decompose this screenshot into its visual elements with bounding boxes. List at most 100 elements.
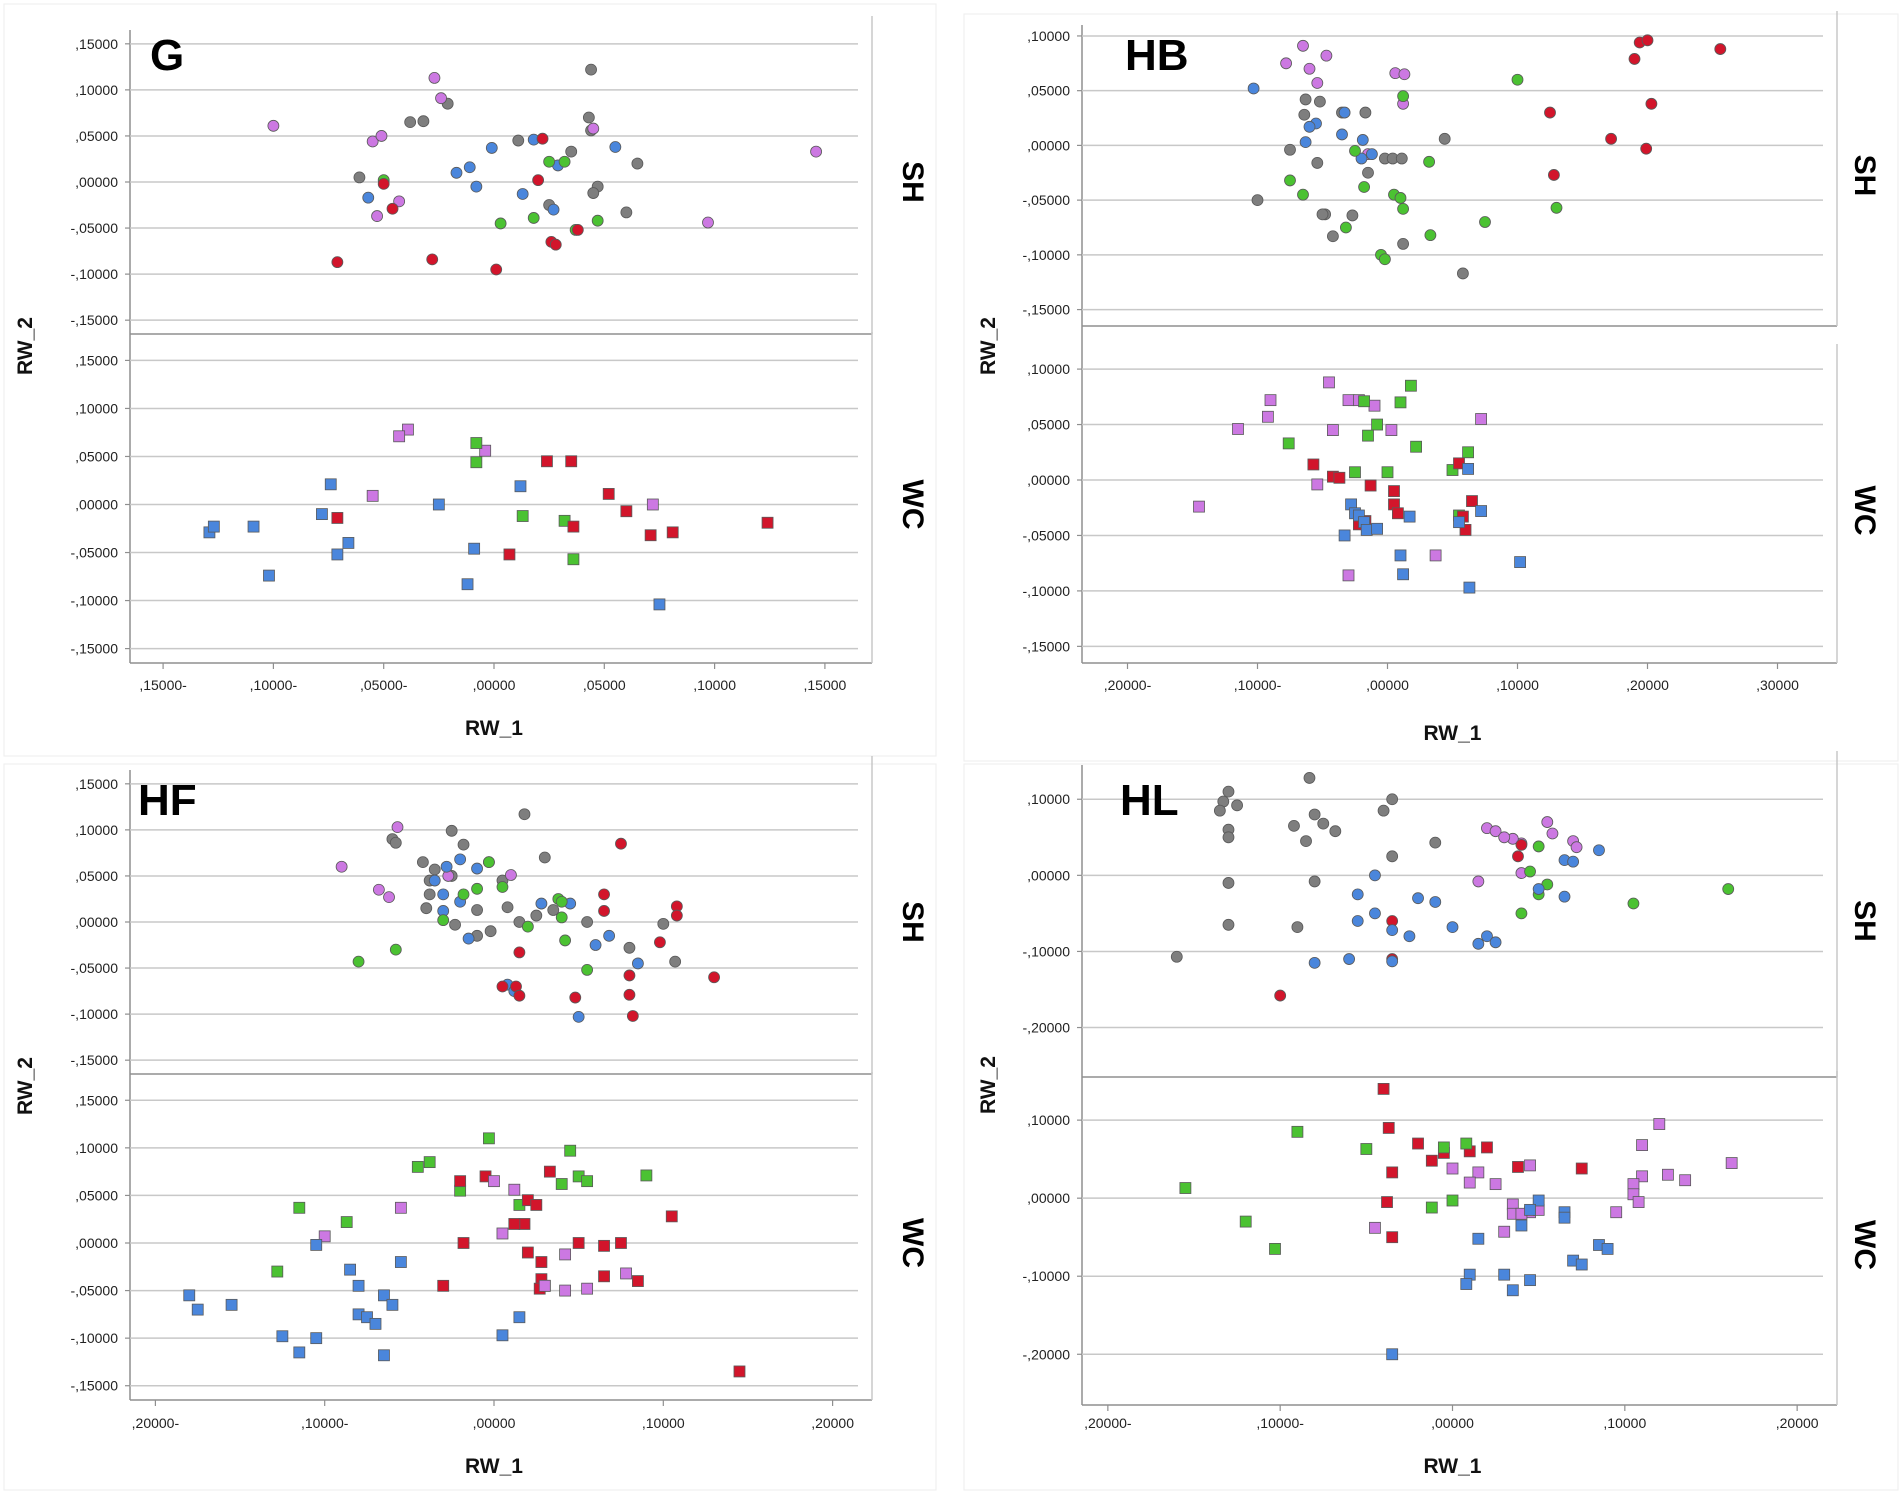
point-grey-circle bbox=[1317, 817, 1330, 830]
point-red-circle bbox=[569, 991, 582, 1004]
point-blue-circle bbox=[450, 166, 463, 179]
point-purple-square bbox=[1342, 394, 1355, 407]
point-grey-circle bbox=[1222, 877, 1235, 889]
x-tick-label: ,20000- bbox=[1084, 1415, 1132, 1431]
point-blue-square bbox=[1524, 1274, 1536, 1287]
point-grey-circle bbox=[1359, 106, 1372, 119]
point-blue-circle bbox=[1403, 930, 1416, 943]
y-tick-label: -,10000 bbox=[1023, 1268, 1071, 1284]
point-red-circle bbox=[1512, 850, 1524, 863]
point-green-square bbox=[1425, 1201, 1438, 1214]
point-red-circle bbox=[1641, 34, 1654, 47]
point-purple-square bbox=[1524, 1159, 1536, 1172]
point-green-circle bbox=[591, 214, 604, 227]
point-purple-square bbox=[1725, 1157, 1738, 1169]
point-purple-circle bbox=[372, 883, 385, 896]
point-grey-circle bbox=[1213, 804, 1226, 817]
point-grey-circle bbox=[1386, 793, 1399, 806]
point-purple-square bbox=[1489, 1178, 1502, 1191]
point-green-circle bbox=[1532, 840, 1545, 853]
point-purple-circle bbox=[1498, 831, 1511, 844]
point-green-circle bbox=[1550, 201, 1563, 214]
point-purple-circle bbox=[810, 145, 822, 158]
row-label-sh: SH bbox=[896, 901, 929, 943]
point-blue-square bbox=[1601, 1243, 1614, 1255]
point-purple-circle bbox=[375, 130, 388, 142]
point-grey-circle bbox=[518, 808, 531, 821]
point-purple-circle bbox=[1303, 62, 1316, 75]
point-purple-square bbox=[620, 1267, 632, 1280]
y-tick-label: ,15000 bbox=[75, 776, 118, 792]
point-blue-circle bbox=[471, 862, 483, 875]
point-blue-square bbox=[310, 1332, 323, 1345]
y-tick-label: -,10000 bbox=[71, 1006, 119, 1022]
point-blue-square bbox=[263, 569, 275, 582]
point-red-square bbox=[530, 1199, 543, 1211]
point-blue-square bbox=[386, 1298, 399, 1311]
y-tick-label: -,10000 bbox=[71, 266, 119, 282]
point-red-square bbox=[541, 455, 553, 468]
point-purple-square bbox=[1636, 1139, 1648, 1151]
y-tick-label: ,10000 bbox=[75, 82, 118, 98]
point-purple-circle bbox=[1546, 827, 1559, 840]
point-blue-circle bbox=[1412, 892, 1424, 905]
point-green-circle bbox=[457, 888, 470, 901]
point-purple-circle bbox=[335, 860, 348, 873]
point-grey-circle bbox=[417, 115, 430, 128]
point-red-square bbox=[331, 512, 344, 524]
point-red-square bbox=[598, 1270, 610, 1283]
point-green-square bbox=[1410, 440, 1422, 453]
point-green-square bbox=[470, 437, 483, 449]
chart-panel-border bbox=[963, 13, 1899, 762]
y-tick-label: -,15000 bbox=[71, 1378, 119, 1394]
point-red-circle bbox=[623, 969, 636, 982]
point-green-circle bbox=[1397, 90, 1409, 103]
point-red-square bbox=[521, 1246, 534, 1259]
point-red-circle bbox=[1714, 43, 1727, 55]
x-axis-title: RW_1 bbox=[1424, 1455, 1482, 1478]
point-grey-circle bbox=[1429, 836, 1442, 849]
point-grey-circle bbox=[1377, 804, 1390, 817]
row-label-wc: WC bbox=[1848, 486, 1881, 536]
point-blue-circle bbox=[535, 897, 548, 910]
row-sh: ,15000 ,10000 ,05000 ,00000 -,05000 -,10000 -,… bbox=[71, 16, 929, 335]
point-red-square bbox=[632, 1275, 644, 1287]
point-red-circle bbox=[670, 909, 683, 922]
point-grey-circle bbox=[582, 111, 595, 124]
point-green-square bbox=[564, 1144, 577, 1157]
y-tick-label: -,05000 bbox=[71, 220, 119, 236]
point-blue-square bbox=[191, 1303, 204, 1316]
point-green-circle bbox=[1284, 174, 1296, 187]
point-red-circle bbox=[426, 253, 439, 266]
point-red-square bbox=[1466, 495, 1478, 507]
point-red-square bbox=[1392, 507, 1404, 520]
point-blue-square bbox=[496, 1329, 509, 1342]
point-blue-square bbox=[1475, 505, 1487, 517]
x-tick-label: ,05000- bbox=[360, 677, 408, 693]
point-red-square bbox=[666, 526, 679, 539]
point-purple-square bbox=[393, 430, 406, 443]
point-red-square bbox=[1425, 1154, 1438, 1167]
row-label-wc: WC bbox=[896, 1218, 929, 1268]
y-tick-label: -,10000 bbox=[1023, 247, 1071, 263]
point-blue-circle bbox=[1567, 855, 1580, 868]
point-blue-circle bbox=[603, 929, 616, 942]
point-purple-square bbox=[1653, 1118, 1666, 1130]
point-purple-square bbox=[1475, 413, 1487, 425]
point-green-circle bbox=[1424, 229, 1437, 242]
y-tick-label: -,10000 bbox=[71, 593, 119, 609]
point-blue-circle bbox=[1336, 128, 1348, 141]
point-green-circle bbox=[1349, 144, 1361, 157]
point-grey-circle bbox=[471, 904, 483, 916]
point-red-circle bbox=[654, 936, 666, 949]
point-purple-square bbox=[394, 1201, 407, 1214]
point-green-circle bbox=[1379, 253, 1391, 266]
point-purple-circle bbox=[393, 195, 406, 208]
point-green-circle bbox=[555, 895, 568, 908]
y-axis-title: RW_2 bbox=[977, 317, 1000, 375]
point-red-square bbox=[1481, 1141, 1493, 1154]
chart-panel-border bbox=[3, 3, 937, 757]
point-blue-square bbox=[310, 1239, 323, 1251]
point-red-square bbox=[1307, 458, 1320, 471]
